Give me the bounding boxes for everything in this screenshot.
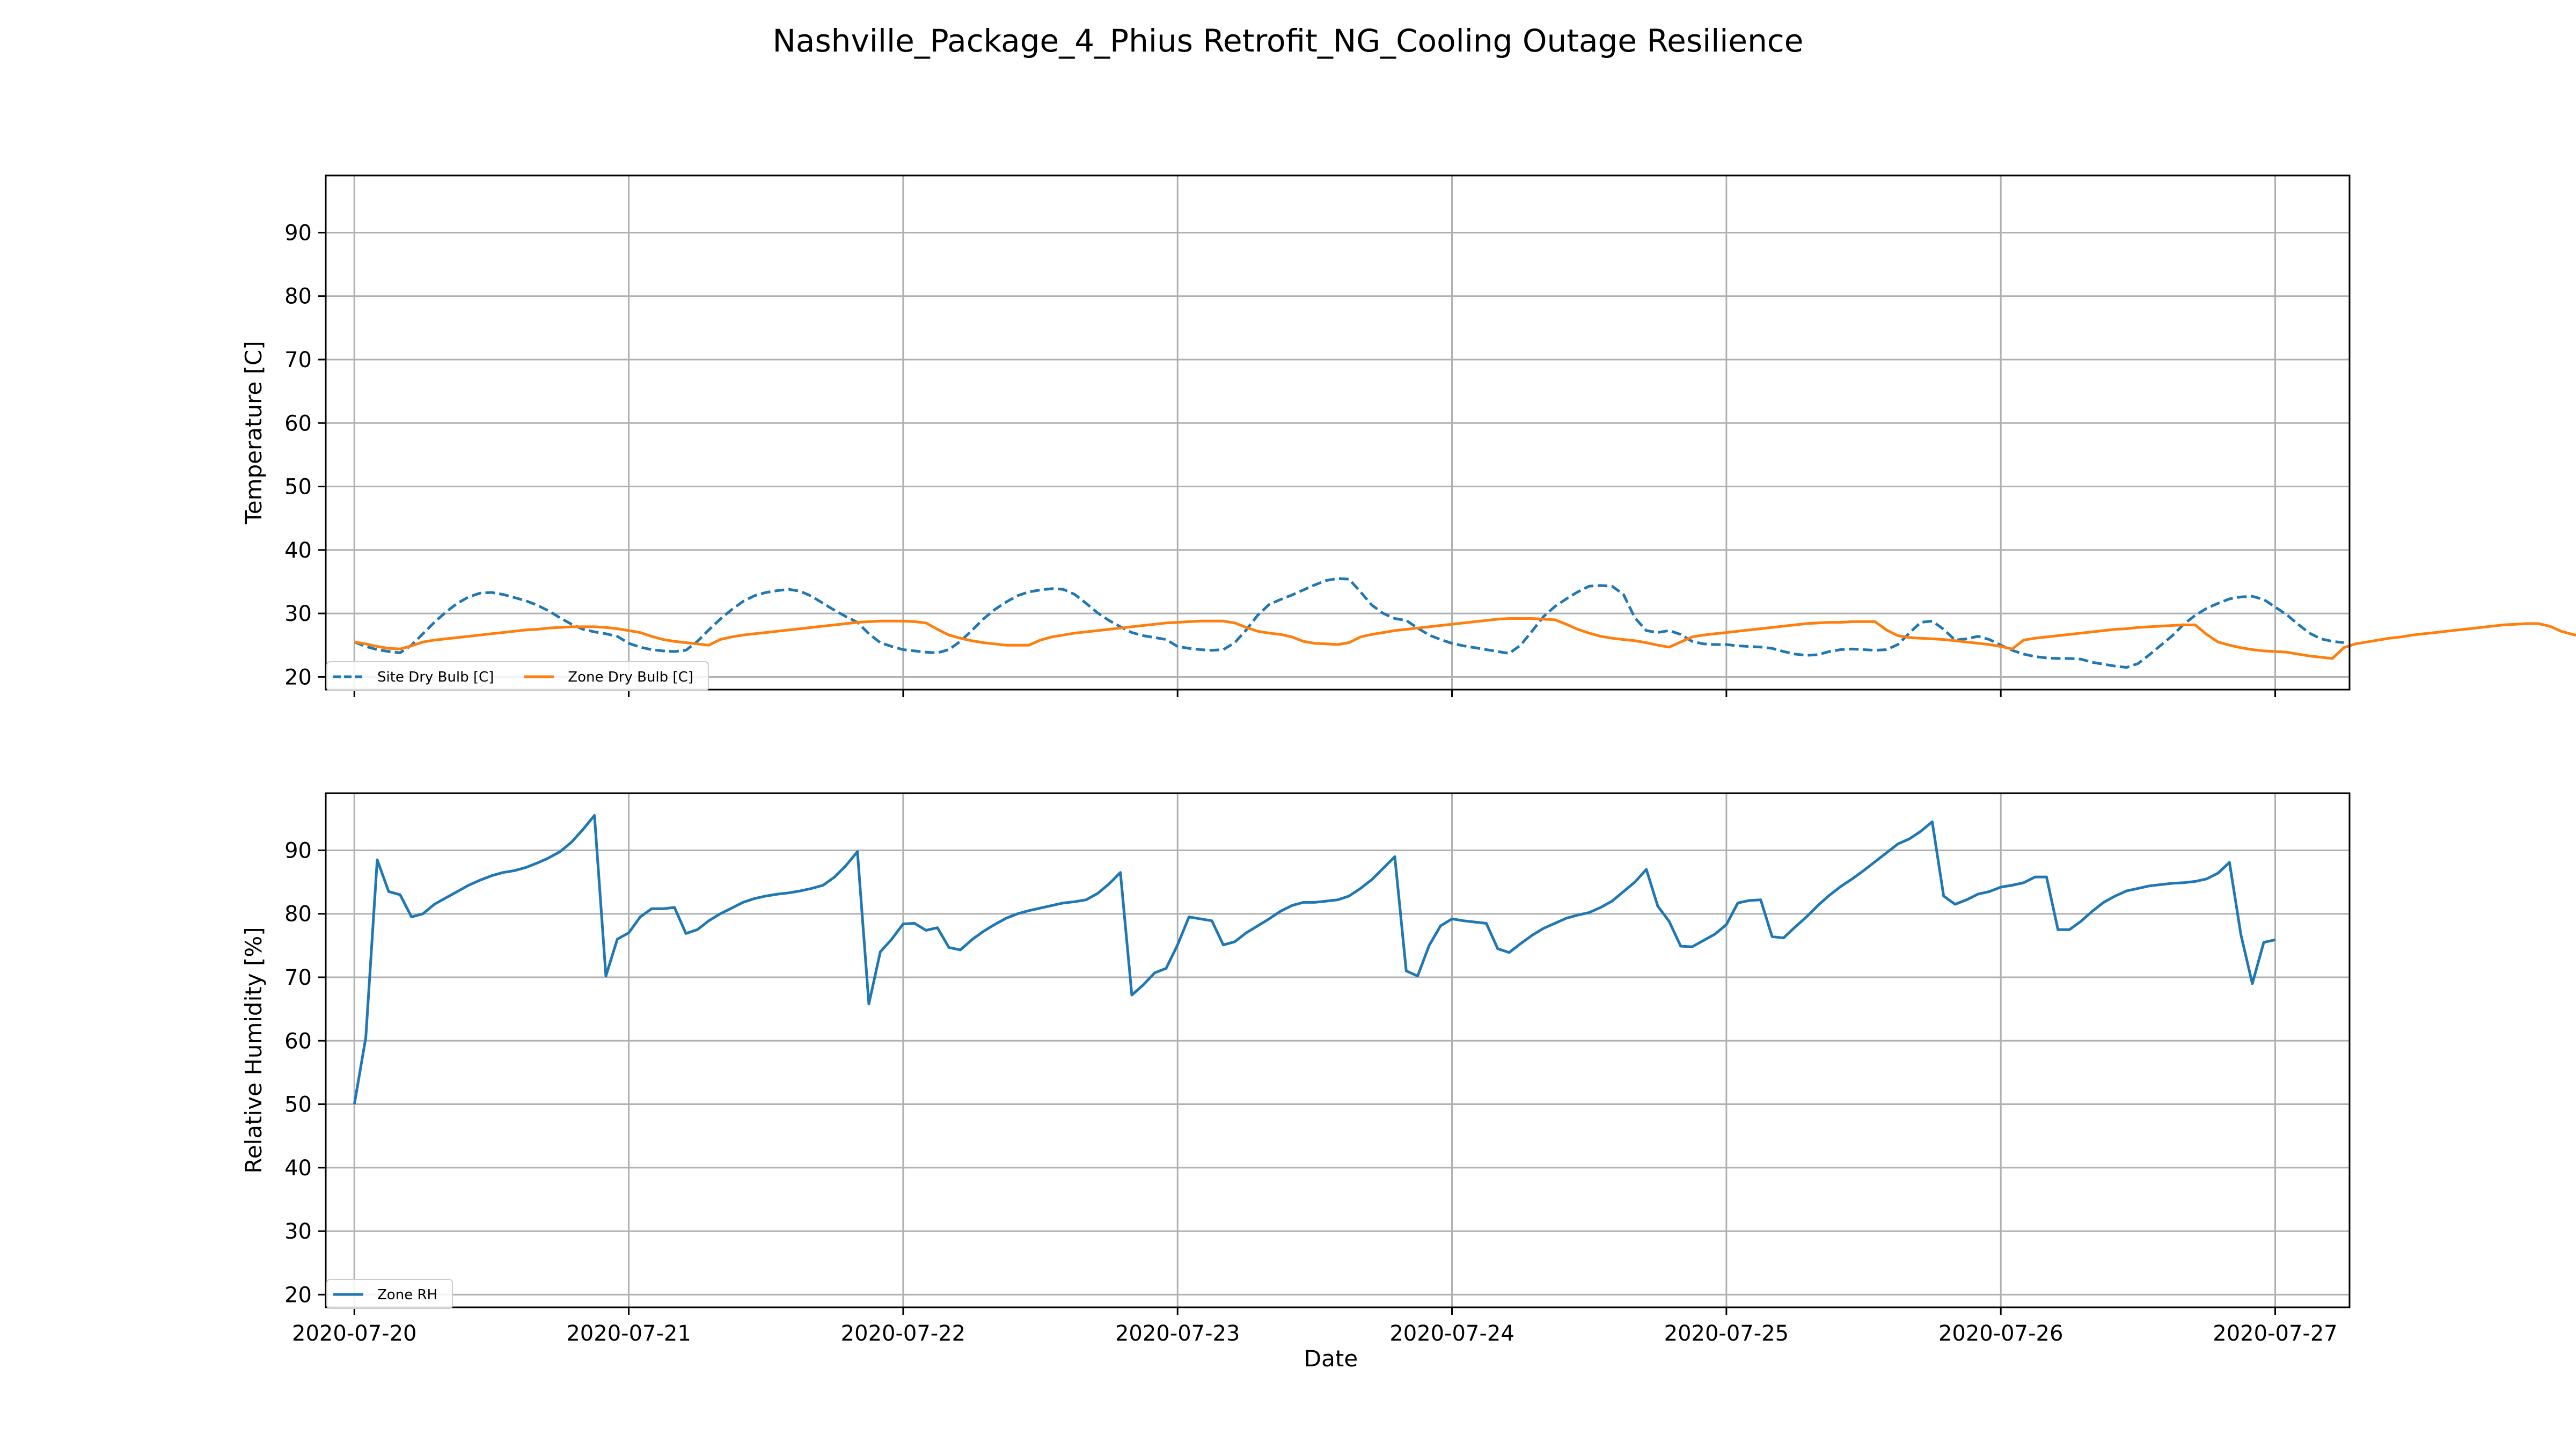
legend: Zone RH xyxy=(326,1279,453,1309)
y-tick-label: 40 xyxy=(284,1156,312,1181)
y-tick-label: 60 xyxy=(284,411,312,436)
y-tick-label: 20 xyxy=(284,1283,312,1307)
x-tick-label: 2020-07-27 xyxy=(2213,1321,2337,1346)
legend-box xyxy=(326,661,709,691)
temperature-panel: 20 30 40 50 60 70 80 90 Temperature [C] Site Dry … xyxy=(240,174,2576,697)
y-tick-label: 90 xyxy=(284,221,312,245)
y-tick-label: 80 xyxy=(284,284,312,309)
y-tick-label: 70 xyxy=(284,965,312,990)
y-tick-label: 80 xyxy=(284,902,312,927)
series-line-zone-dry-bulb xyxy=(354,617,2576,660)
x-tick-label: 2020-07-20 xyxy=(292,1321,416,1346)
y-tick-label: 70 xyxy=(284,348,312,372)
x-tick-label: 2020-07-25 xyxy=(1664,1321,1789,1346)
x-tick-label: 2020-07-24 xyxy=(1389,1321,1514,1346)
y-tick-label: 40 xyxy=(284,538,312,563)
y-tick-label: 90 xyxy=(284,838,312,863)
legend-label: Site Dry Bulb [C] xyxy=(377,669,494,685)
legend-label: Zone RH xyxy=(377,1287,437,1303)
x-tick-label: 2020-07-26 xyxy=(1938,1321,2063,1346)
chart-title: Nashville_Package_4_Phius Retrofit_NG_Co… xyxy=(773,23,1804,59)
humidity-panel: 2020-07-20 2020-07-21 2020-07-22 2020-07-23… xyxy=(240,792,2351,1346)
y-axis-label: Relative Humidity [%] xyxy=(240,927,267,1173)
y-axis-label: Temperature [C] xyxy=(240,341,267,525)
plot-frame xyxy=(325,174,2351,691)
y-tick-label: 60 xyxy=(284,1029,312,1053)
x-axis-label: Date xyxy=(1304,1345,1358,1372)
legend-box xyxy=(326,1279,453,1309)
x-tick-label: 2020-07-23 xyxy=(1115,1321,1240,1346)
y-tick-label: 30 xyxy=(284,1219,312,1244)
legend-label: Zone Dry Bulb [C] xyxy=(568,669,693,685)
series-line-zone-rh xyxy=(353,814,2276,1104)
legend: Site Dry Bulb [C] Zone Dry Bulb [C] xyxy=(326,661,709,691)
x-tick-label: 2020-07-21 xyxy=(566,1321,691,1346)
y-tick-label: 50 xyxy=(284,1093,312,1117)
y-tick-label: 30 xyxy=(284,602,312,626)
y-tick-label: 20 xyxy=(284,665,312,690)
plot-frame xyxy=(325,792,2351,1308)
x-tick-label: 2020-07-22 xyxy=(841,1321,965,1346)
y-tick-label: 50 xyxy=(284,475,312,500)
